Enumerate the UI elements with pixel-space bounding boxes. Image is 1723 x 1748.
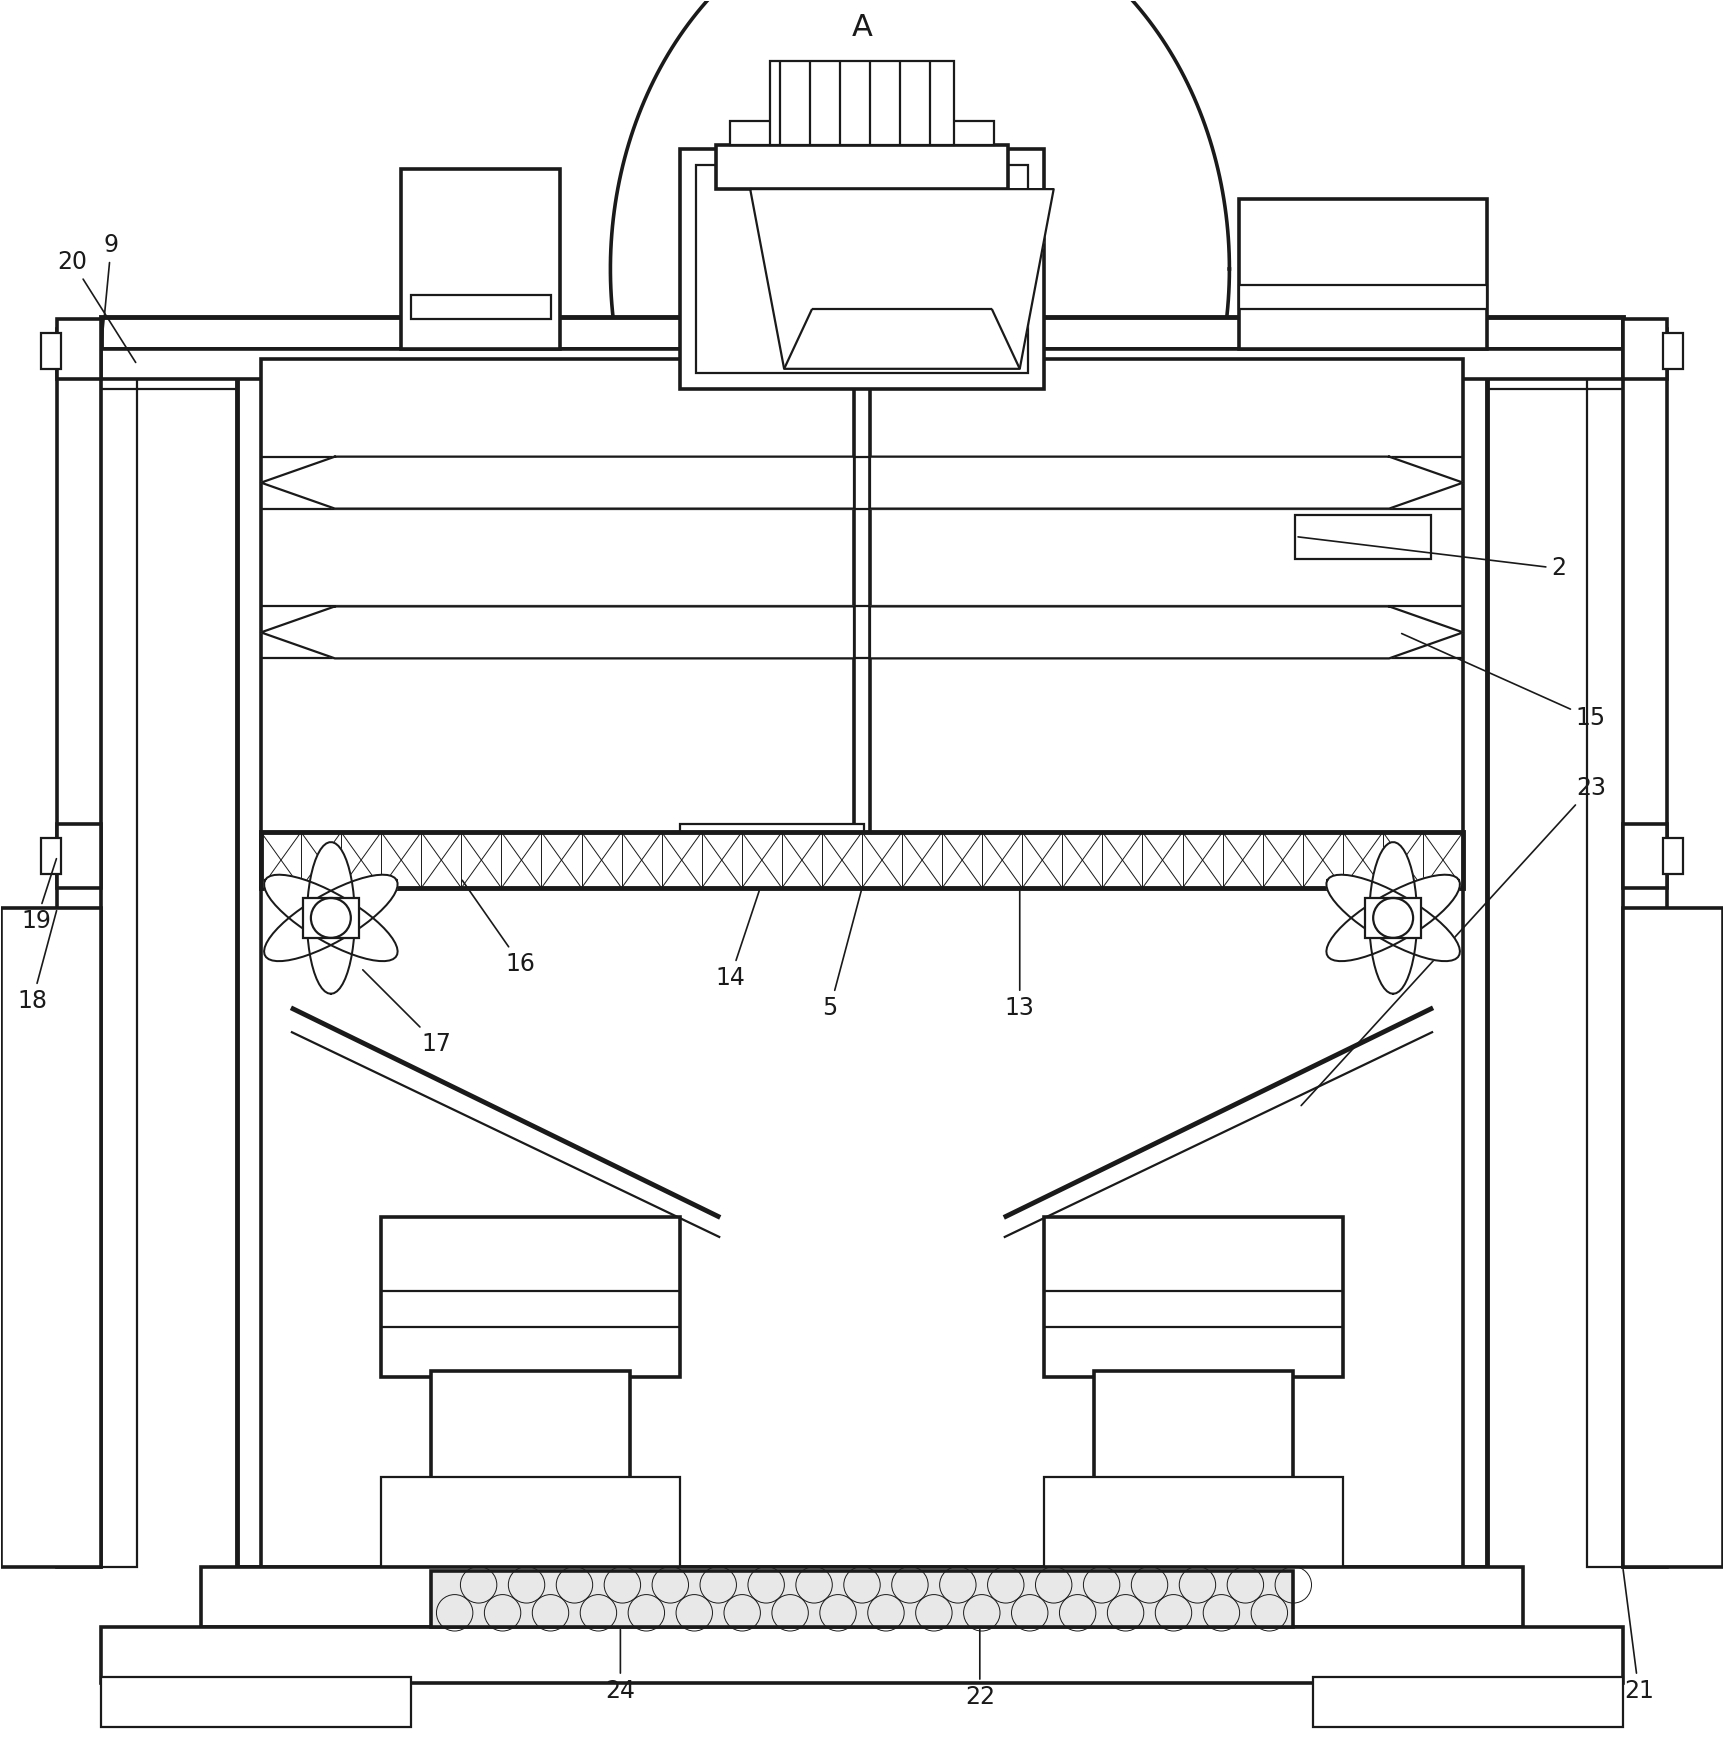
Text: 13: 13 [1005,891,1034,1019]
Text: 19: 19 [21,858,57,933]
Bar [202,1566,1521,1627]
Bar [1042,1477,1342,1566]
Text: A: A [851,14,872,42]
Bar [1585,329,1621,1566]
Bar [410,295,550,318]
Polygon shape [870,607,1463,659]
Bar [681,149,1042,388]
Polygon shape [264,874,398,961]
Circle shape [310,898,350,939]
Text: 9: 9 [102,232,119,346]
Text: 14: 14 [715,891,758,989]
Bar [1621,318,1666,379]
Bar [41,837,62,874]
Bar [57,823,102,888]
Bar [102,350,1621,379]
Bar [1621,823,1666,888]
Bar [1661,332,1682,369]
Polygon shape [260,456,853,509]
Polygon shape [750,189,1053,369]
Text: 21: 21 [1621,1570,1652,1703]
Circle shape [1373,898,1413,939]
Bar [102,329,138,1566]
Text: 18: 18 [17,911,57,1012]
Bar [1621,907,1721,1566]
Bar [681,823,863,851]
Bar [1365,898,1420,939]
Bar [260,832,1463,888]
Polygon shape [1325,874,1459,961]
Bar [1661,837,1682,874]
Bar [260,888,1463,1566]
Text: 15: 15 [1401,633,1604,731]
Text: 16: 16 [462,881,536,975]
Bar [381,1217,681,1377]
Polygon shape [260,607,853,659]
Bar [102,316,1621,350]
Bar [1092,1370,1292,1491]
Bar [1621,329,1666,1566]
Bar [236,329,1487,1566]
Polygon shape [1368,843,1416,995]
Text: 2: 2 [1297,537,1566,580]
Text: 23: 23 [1301,776,1604,1105]
Text: 5: 5 [822,891,862,1019]
Bar [431,1370,631,1491]
Polygon shape [264,874,398,961]
Bar [102,1676,410,1727]
Bar [57,329,102,1566]
Bar [715,145,1008,189]
Text: 22: 22 [965,1629,994,1710]
Bar [1042,1217,1342,1377]
Bar [400,170,560,350]
Polygon shape [307,843,355,995]
Polygon shape [1325,874,1459,961]
Bar [431,1571,1292,1627]
Bar [731,121,992,145]
Bar [381,1477,681,1566]
Polygon shape [870,456,1463,509]
Text: 24: 24 [605,1629,636,1703]
Bar [102,1627,1621,1683]
Bar [1239,199,1487,350]
Bar [696,164,1027,372]
Bar [303,898,358,939]
Text: 17: 17 [362,970,451,1056]
Bar [1313,1676,1621,1727]
Bar [1239,285,1487,309]
Bar [1294,514,1430,559]
Bar [41,332,62,369]
Bar [260,358,1463,888]
Text: 20: 20 [57,250,136,362]
Bar [770,61,953,145]
Bar [2,907,102,1566]
Bar [57,318,102,379]
